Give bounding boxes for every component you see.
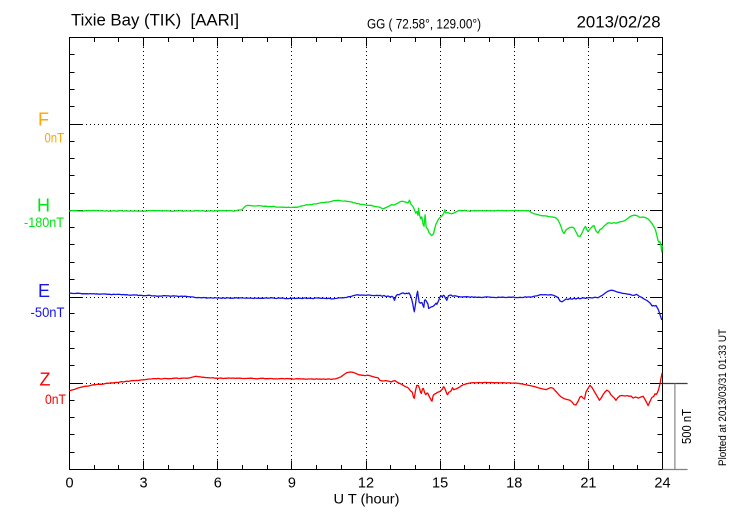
svg-text:Plotted at 2013/03/31 01:33 UT: Plotted at 2013/03/31 01:33 UT xyxy=(717,329,729,466)
svg-text:0: 0 xyxy=(65,476,73,492)
svg-text:GG ( 72.58°, 129.00°): GG ( 72.58°, 129.00°) xyxy=(367,17,481,32)
svg-text:E: E xyxy=(38,281,50,301)
svg-text:U T (hour): U T (hour) xyxy=(334,491,400,507)
svg-text:0nT: 0nT xyxy=(45,392,66,407)
svg-text:0nT: 0nT xyxy=(45,131,65,146)
svg-text:500 nT: 500 nT xyxy=(679,409,694,444)
svg-text:F: F xyxy=(38,110,49,130)
svg-text:2013/02/28: 2013/02/28 xyxy=(577,13,661,32)
svg-text:6: 6 xyxy=(214,476,222,492)
svg-text:Tixie Bay (TIK) [AARI]: Tixie Bay (TIK) [AARI] xyxy=(71,11,239,30)
svg-text:15: 15 xyxy=(432,476,448,492)
svg-text:21: 21 xyxy=(580,476,596,492)
svg-text:18: 18 xyxy=(506,476,522,492)
svg-text:24: 24 xyxy=(654,476,670,492)
svg-text:9: 9 xyxy=(288,476,296,492)
svg-text:-180nT: -180nT xyxy=(24,215,64,230)
svg-text:3: 3 xyxy=(140,476,148,492)
svg-text:12: 12 xyxy=(358,476,374,492)
svg-text:H: H xyxy=(37,196,50,216)
svg-text:Z: Z xyxy=(40,370,51,390)
svg-text:-50nT: -50nT xyxy=(31,305,65,320)
